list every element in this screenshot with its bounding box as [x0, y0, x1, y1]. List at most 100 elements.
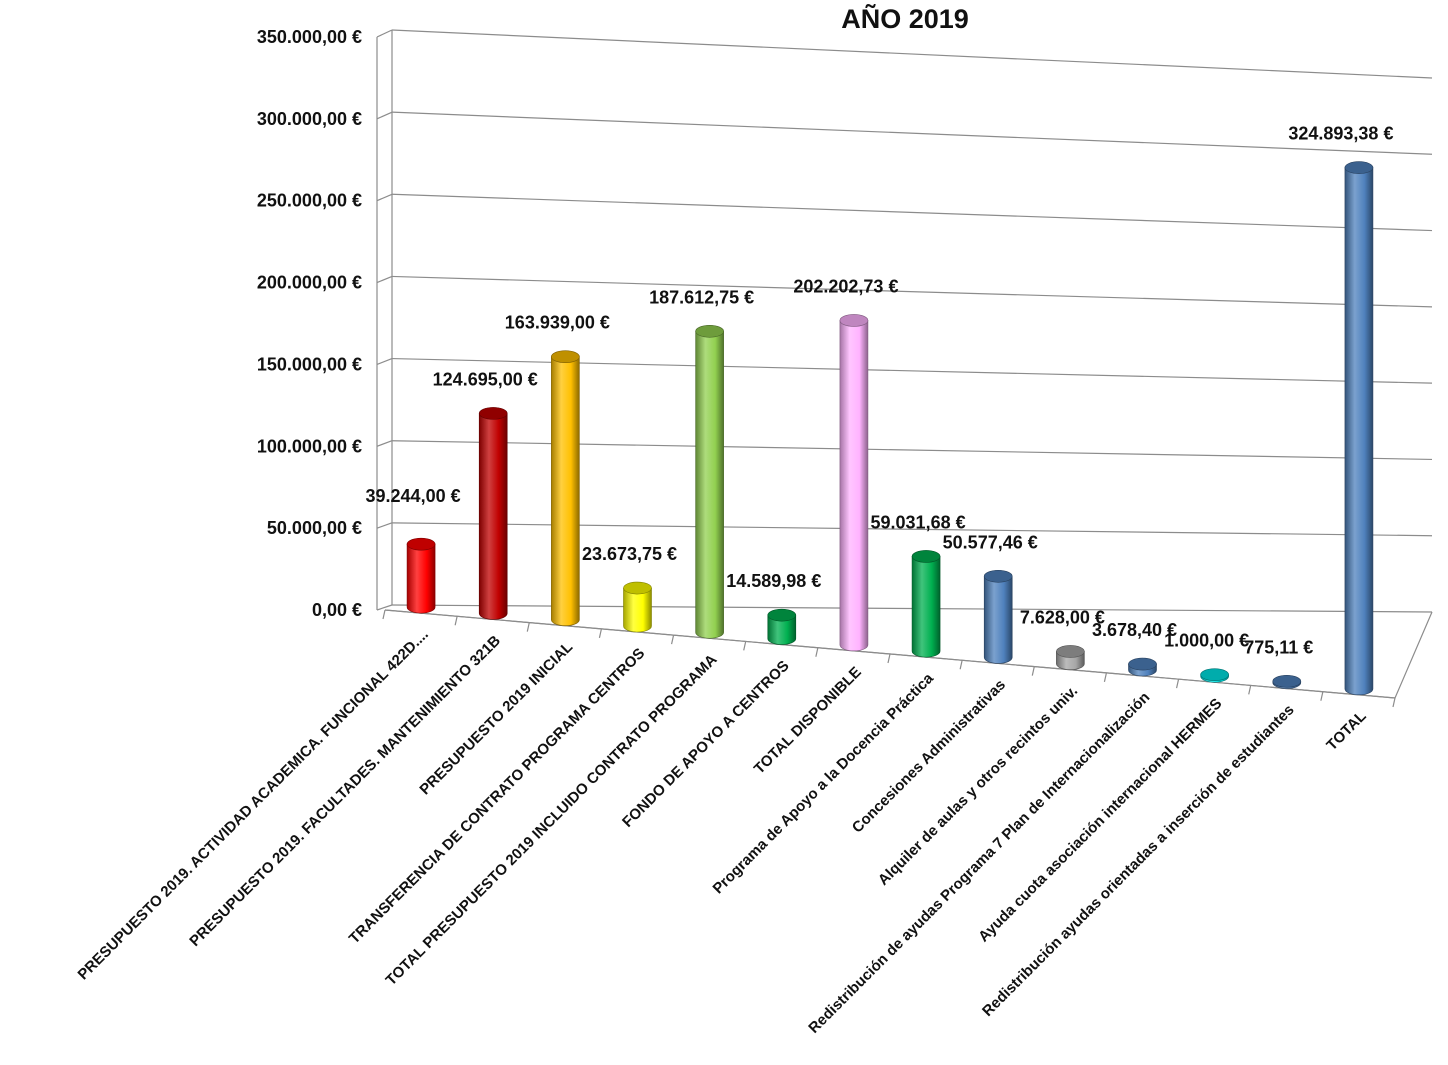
chart-title: AÑO 2019: [841, 4, 969, 34]
bar-body: [911, 556, 941, 658]
x-tick-mark: [815, 647, 819, 657]
bar: [839, 314, 869, 652]
back-gridline: [391, 275, 1433, 308]
data-label: 14.589,98 €: [726, 571, 821, 591]
back-gridline: [391, 357, 1433, 384]
y-tick-label: 300.000,00 €: [257, 109, 362, 129]
x-tick-mark: [1103, 672, 1108, 682]
bar: [695, 324, 724, 639]
back-gridline: [391, 29, 1433, 79]
bar: [1128, 657, 1157, 677]
x-category-label: TOTAL: [1323, 708, 1369, 754]
y-tick-label: 50.000,00 €: [267, 518, 362, 538]
side-gridline: [376, 604, 393, 611]
bar: [406, 537, 436, 614]
bar-top: [478, 407, 508, 420]
data-label: 775,11 €: [1244, 637, 1313, 657]
data-label: 124.695,00 €: [433, 369, 538, 389]
y-tick-label: 200.000,00 €: [257, 273, 362, 293]
x-category-label: TRANSFERENCIA DE CONTRATO PROGRAMA CENTR…: [346, 645, 649, 948]
bar-top: [1272, 675, 1302, 688]
x-tick-mark: [743, 641, 747, 651]
bar-top: [1200, 668, 1229, 681]
x-tick-mark: [454, 616, 458, 626]
bar: [911, 550, 941, 658]
bar-top: [695, 324, 724, 338]
y-tick-label: 150.000,00 €: [257, 354, 362, 374]
bar-body: [983, 575, 1013, 664]
x-tick-mark: [959, 660, 963, 670]
side-gridline: [376, 358, 393, 365]
bar-top: [1344, 161, 1374, 174]
bar-body: [695, 330, 724, 639]
y-axis-ticks: 0,00 € 50.000,00 € 100.000,00 € 150.000,00 …: [257, 27, 362, 620]
bar-body: [623, 587, 652, 633]
bar-body: [478, 413, 508, 620]
y-tick-label: 250.000,00 €: [257, 191, 362, 211]
data-label: 7.628,00 €: [1020, 607, 1105, 627]
bar: [551, 350, 580, 626]
x-category-label: FONDO DE APOYO A CENTROS: [619, 657, 792, 830]
x-tick-mark: [887, 653, 891, 664]
back-gridline: [391, 193, 1433, 232]
data-label: 202.202,73 €: [793, 276, 898, 296]
bars: [406, 161, 1374, 696]
side-gridline: [376, 440, 393, 447]
bar: [623, 581, 652, 633]
side-gridline: [376, 29, 393, 38]
x-tick-mark: [670, 635, 675, 645]
back-gridline: [391, 440, 1433, 461]
bar-top: [1128, 657, 1157, 671]
x-category-label: Concesiones Administrativas: [849, 676, 1009, 836]
bar-top: [983, 569, 1013, 583]
data-label: 1.000,00 €: [1164, 631, 1249, 651]
x-tick-mark: [1175, 679, 1180, 689]
bar-body: [551, 356, 580, 626]
bar: [1200, 668, 1229, 683]
side-gridline: [376, 193, 393, 202]
x-tick-mark: [1320, 691, 1324, 701]
x-tick-mark: [598, 628, 603, 638]
x-axis-labels: PRESUPUESTO 2019. ACTIVIDAD ACADEMICA. F…: [75, 626, 1370, 1037]
data-label: 39.244,00 €: [366, 486, 461, 506]
bar-body: [1344, 167, 1374, 696]
bar: [767, 608, 797, 645]
y-tick-label: 350.000,00 €: [257, 27, 362, 47]
y-tick-label: 100.000,00 €: [257, 436, 362, 456]
bar: [983, 569, 1013, 664]
data-labels: 39.244,00 € 124.695,00 € 163.939,00 € 23.67…: [366, 124, 1394, 658]
data-label: 324.893,38 €: [1288, 124, 1393, 144]
data-label: 187.612,75 €: [649, 287, 754, 307]
x-tick-mark: [1031, 666, 1035, 676]
bar-top: [1056, 645, 1085, 658]
x-category-label: PRESUPUESTO 2019. ACTIVIDAD ACADEMICA. F…: [75, 626, 432, 983]
side-gridline: [376, 522, 393, 529]
bar-top: [767, 608, 797, 622]
bar-top: [406, 537, 436, 551]
side-gridline: [376, 111, 393, 120]
side-gridline: [376, 275, 393, 284]
x-tick-mark: [1248, 685, 1252, 695]
data-label: 59.031,68 €: [871, 512, 966, 532]
bar-body: [839, 320, 869, 652]
bar-top: [623, 581, 652, 595]
data-label: 3.678,40 €: [1092, 620, 1177, 640]
bar-top: [839, 314, 869, 327]
x-tick-mark: [526, 622, 530, 632]
back-gridline: [391, 111, 1433, 155]
x-category-label: PRESUPUESTO 2019 INICIAL: [416, 639, 576, 799]
y-tick-label: 0,00 €: [312, 600, 362, 620]
bar-top: [551, 350, 580, 363]
bar-top: [911, 550, 941, 563]
data-label: 163.939,00 €: [505, 313, 610, 333]
x-category-label: Redistribución ayudas orientadas a inser…: [979, 701, 1298, 1020]
x-tick-mark: [1392, 697, 1396, 708]
bar: [1272, 675, 1302, 689]
axes: [376, 30, 1433, 708]
bar: [1056, 645, 1085, 670]
data-label: 50.577,46 €: [943, 532, 1038, 552]
bar: [478, 407, 508, 620]
x-tick-mark: [382, 609, 386, 620]
bar-body: [767, 614, 797, 645]
